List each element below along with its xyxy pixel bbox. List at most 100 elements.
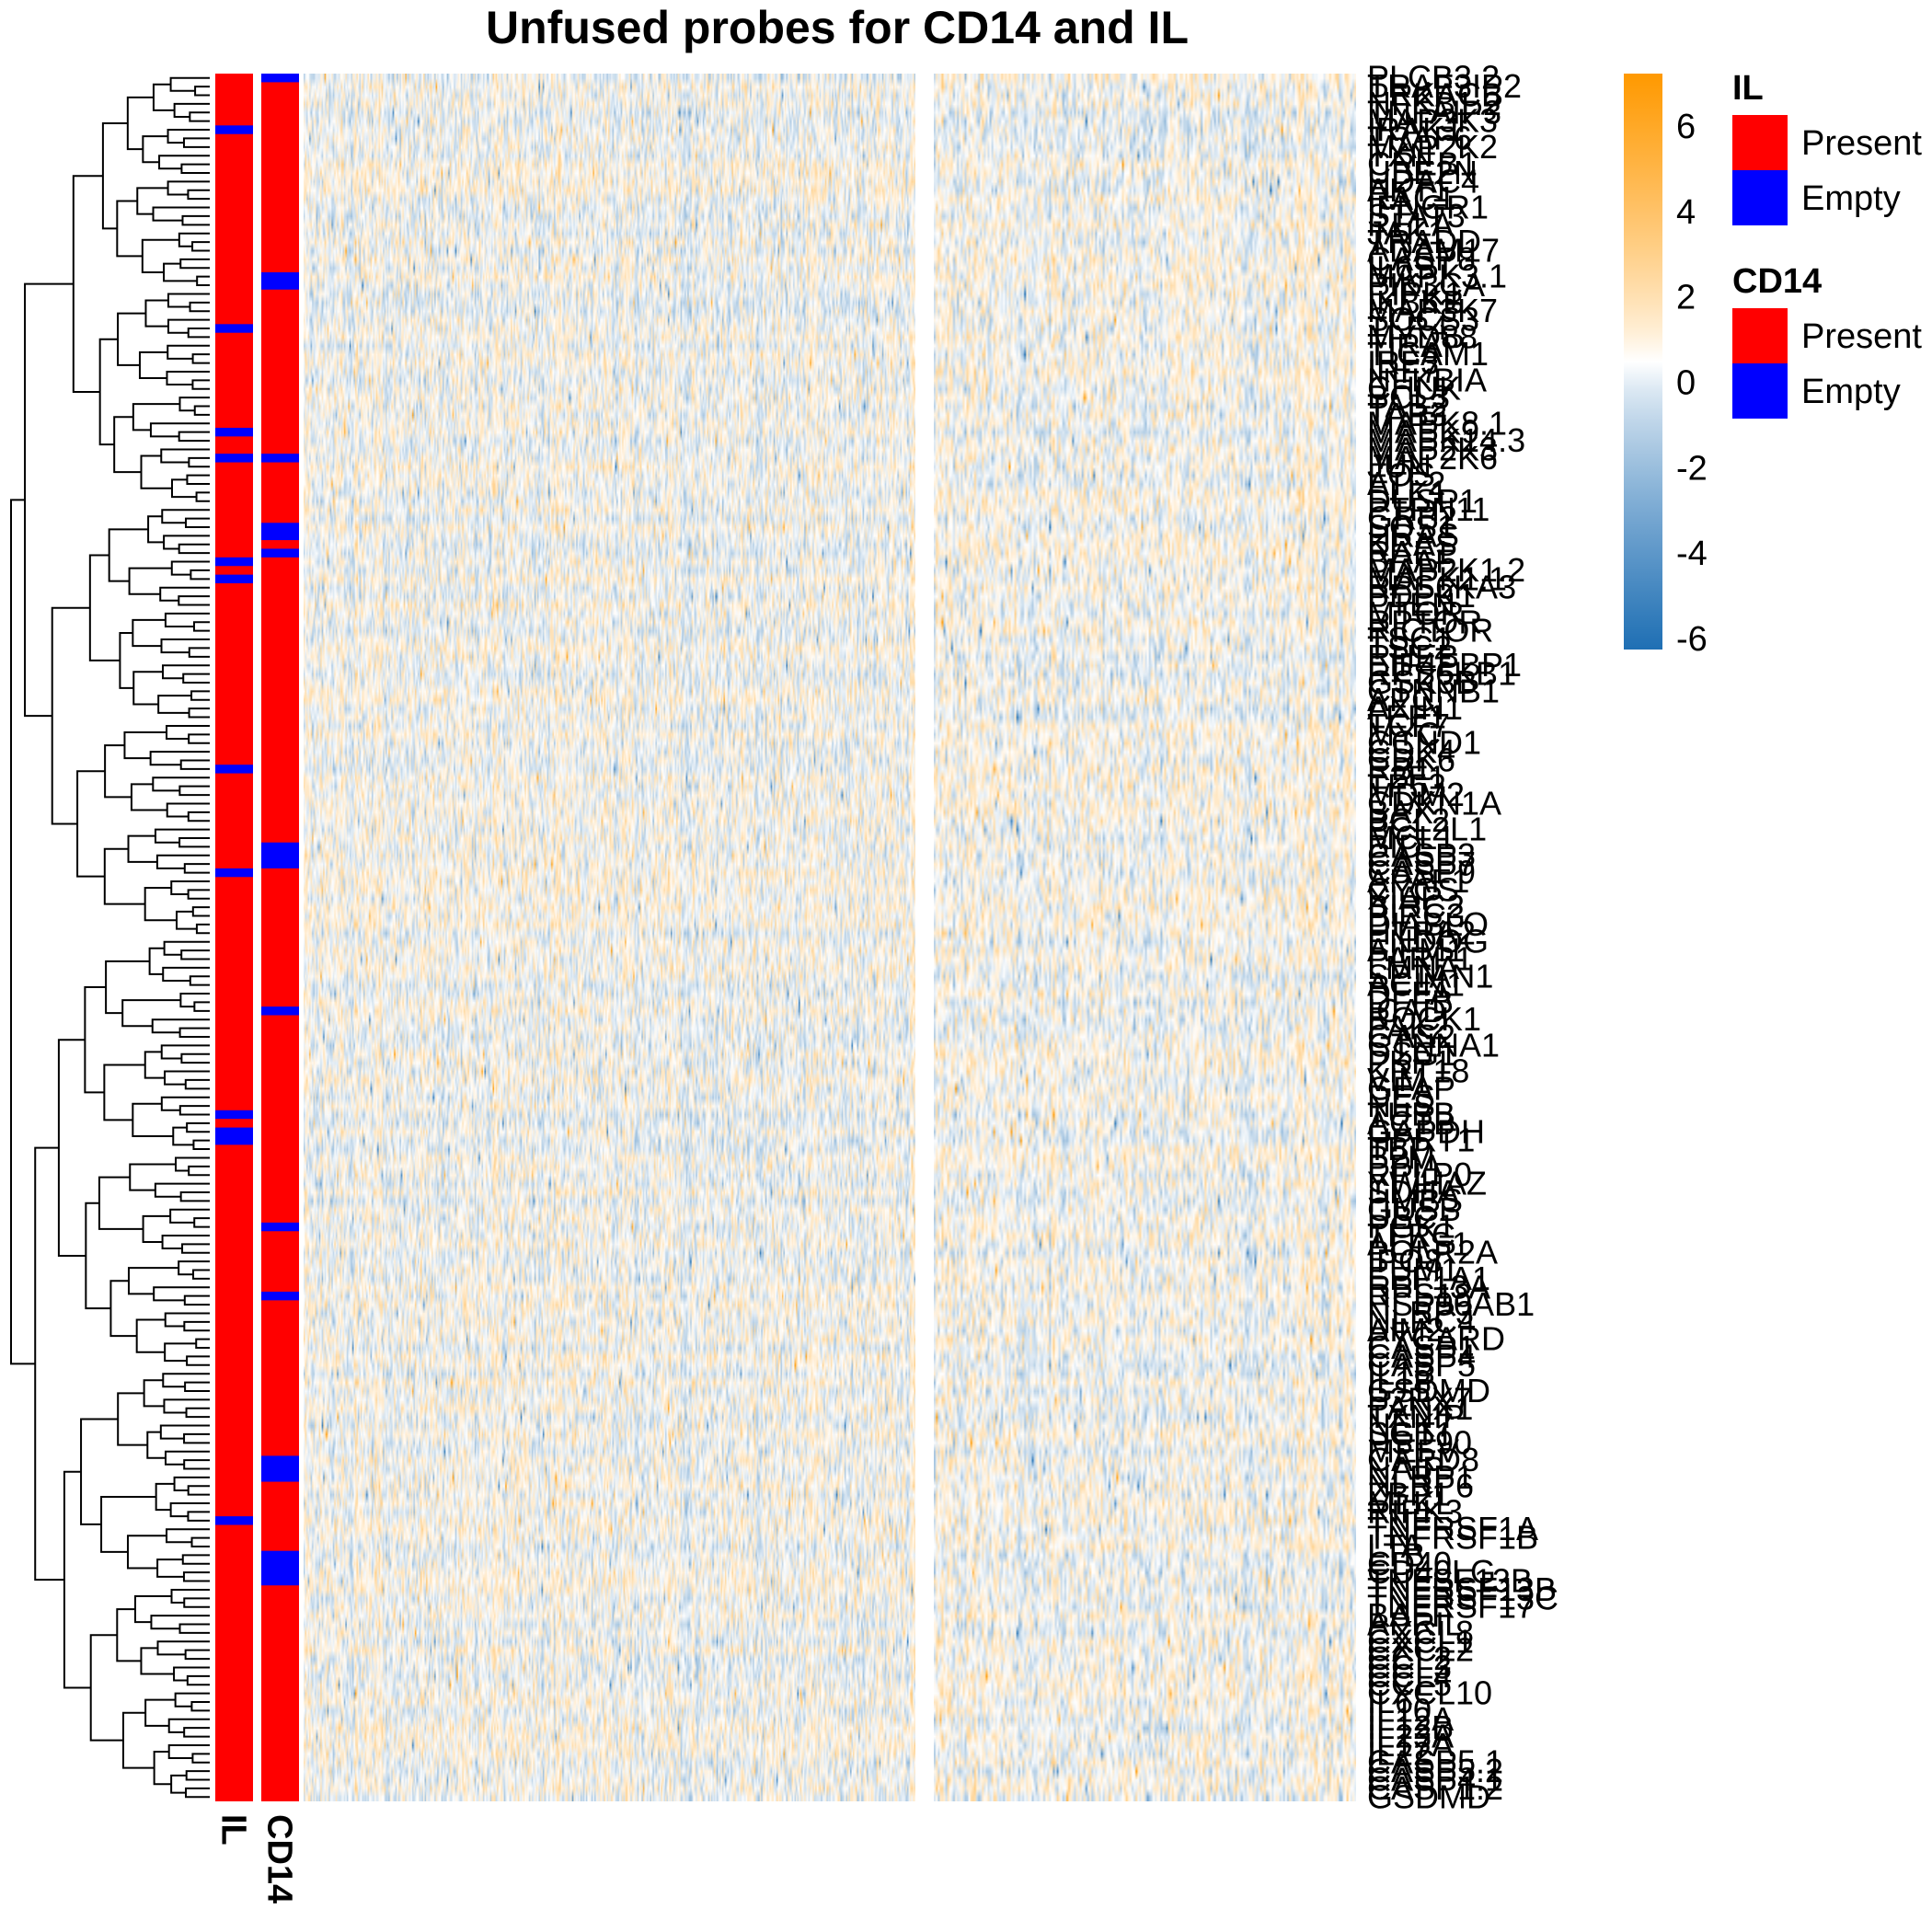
dendrogram-branch <box>188 1165 210 1177</box>
dendrogram-branch <box>144 887 177 922</box>
color-scale-legend: -6 -4 -2 0 2 4 6 <box>1624 74 1708 659</box>
dendrogram-branch <box>160 1096 210 1111</box>
dendrogram-branch <box>10 499 36 1365</box>
dendrogram-branch <box>179 759 210 770</box>
dendrogram-branch <box>172 1126 194 1146</box>
row-label: HSP90AB1 <box>1367 1285 1535 1323</box>
row-label: TRAF3IP2 <box>1367 67 1522 105</box>
dendrogram-branch <box>183 1597 210 1608</box>
dendrogram-branch <box>179 1191 210 1202</box>
dendrogram-branch <box>84 985 107 1094</box>
dendrogram-branch <box>178 232 210 247</box>
row-label: MAP3K7 <box>1367 292 1498 329</box>
row-label: MLKL <box>1367 1484 1454 1522</box>
dendrogram-branch <box>169 1208 210 1224</box>
dendrogram-branch <box>167 180 210 196</box>
dendrogram-branch <box>173 102 210 118</box>
dendrogram-branch <box>143 1379 165 1408</box>
dendrogram-branch <box>184 1649 210 1661</box>
dendrogram-branch <box>187 889 210 900</box>
dendrogram-branch <box>156 1558 184 1578</box>
row-label: MAPK1.1 <box>1367 559 1507 597</box>
dendrogram-branch <box>190 690 210 701</box>
color-scale-tick-label: -6 <box>1676 620 1708 659</box>
row-label: GSDMD <box>1367 1372 1490 1409</box>
annotation-empty-CD14 <box>261 1222 299 1232</box>
annotation-empty-CD14 <box>261 842 299 868</box>
dendrogram-branch <box>187 1511 210 1522</box>
dendrogram-branch <box>192 1139 210 1151</box>
dendrogram-branch <box>174 1692 210 1708</box>
dendrogram-branch <box>184 517 210 528</box>
row-label: ACIN1 <box>1367 966 1465 1004</box>
row-label: IFNGR1 <box>1367 189 1489 226</box>
row-label: SPTAN1 <box>1367 957 1493 995</box>
dendrogram-branch <box>103 1064 145 1121</box>
row-label: MAPK14.3 <box>1367 421 1525 459</box>
row-label: TSC2 <box>1367 628 1452 666</box>
dendrogram-branch <box>149 751 210 766</box>
dendrogram-branch <box>163 535 210 550</box>
dendrogram-branch <box>181 1243 210 1254</box>
dendrogram-branch <box>141 238 179 273</box>
dendrogram-branch <box>193 1001 210 1012</box>
color-scale-tick-label: 2 <box>1676 279 1696 317</box>
dendrogram-branch <box>119 632 134 689</box>
dendrogram-branch <box>178 1260 210 1276</box>
dendrogram-branch <box>188 456 210 468</box>
annotation-bar-CD14 <box>261 74 299 1801</box>
dendrogram-branch <box>183 863 210 874</box>
row-label: TSC1 <box>1367 620 1452 658</box>
dendrogram-branch <box>183 1320 210 1332</box>
dendrogram-branch <box>182 673 210 684</box>
dendrogram-branch <box>190 569 210 581</box>
row-label: IL12B <box>1367 1708 1454 1746</box>
row-label: LMNA <box>1367 949 1459 986</box>
dendrogram-branch <box>184 1381 210 1392</box>
row-label: CARD8 <box>1367 1441 1479 1478</box>
row-label: GUSB <box>1367 1190 1461 1228</box>
row-label: POLR2A <box>1367 1234 1498 1271</box>
dendrogram-branch <box>189 975 210 986</box>
dendrogram-branch <box>187 328 210 339</box>
row-label: SGT1 <box>1367 1415 1454 1453</box>
row-label: EIF4EBP1 <box>1367 646 1522 684</box>
row-label: TNFRSF13B <box>1367 1570 1557 1608</box>
row-label: SOS1 <box>1367 508 1455 546</box>
dendrogram-branch <box>193 1217 210 1228</box>
dendrogram-branch <box>191 906 210 917</box>
dendrogram-branch <box>127 834 157 863</box>
row-labels: PLCB3.2TRAF3IP2PRKACBNFKB1.2TNFAIP3MAP3K… <box>1367 59 1558 1816</box>
annotation-empty-IL <box>215 1110 253 1120</box>
dendrogram-branch <box>153 1286 210 1302</box>
row-label: XIAP <box>1367 880 1443 917</box>
row-label: UBC <box>1367 1199 1437 1236</box>
row-label: TNFAIP3 <box>1367 93 1501 131</box>
row-label: CASP8 <box>1367 240 1476 278</box>
dendrogram-branch <box>189 301 210 313</box>
dendrogram-branch <box>144 299 168 328</box>
row-label: CASP1 <box>1367 1328 1476 1366</box>
row-label: CYCS <box>1367 870 1459 908</box>
dendrogram-branch <box>146 1431 166 1459</box>
dendrogram-branch <box>164 1342 197 1363</box>
dendrogram-branch <box>126 96 154 151</box>
dendrogram-branch <box>185 1407 210 1419</box>
legend-label-present: Present <box>1801 124 1922 163</box>
dendrogram-branch <box>152 776 210 792</box>
row-label: BRAF <box>1367 543 1455 581</box>
row-label: CD40LG <box>1367 1553 1496 1591</box>
color-scale-tick-label: -2 <box>1676 449 1708 488</box>
dendrogram-branch <box>185 1770 210 1781</box>
row-label: MAP2K1.2 <box>1367 551 1525 589</box>
row-label: MCL1 <box>1367 819 1455 857</box>
annotation-empty-IL <box>215 454 253 463</box>
row-label: CASP1.2 <box>1367 1769 1503 1807</box>
row-label: MEFV <box>1367 1432 1459 1470</box>
dendrogram-branch <box>193 405 210 416</box>
dendrogram-branch <box>188 707 210 719</box>
dendrogram-branch <box>180 163 210 174</box>
annotation-empty-CD14 <box>261 74 299 83</box>
row-label: PTPN11 <box>1367 490 1489 528</box>
legend-label-present: Present <box>1801 317 1922 356</box>
